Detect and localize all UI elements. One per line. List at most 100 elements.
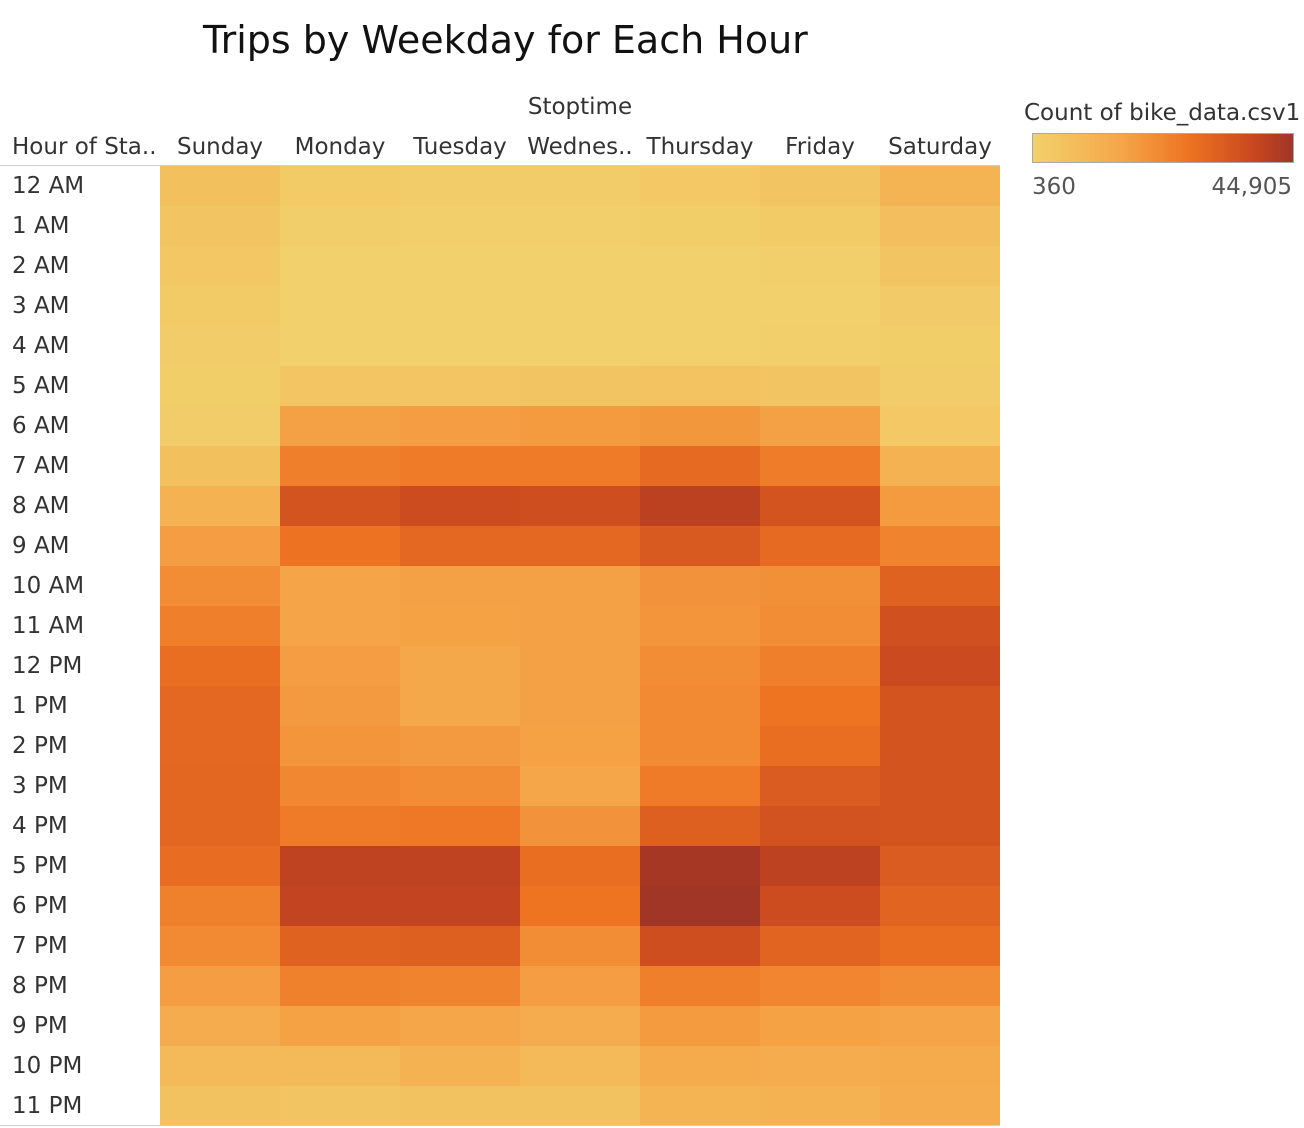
heatmap-cell — [880, 846, 1000, 886]
row-label: 2 PM — [12, 733, 68, 759]
heatmap-cell — [280, 486, 400, 526]
heatmap-cell — [280, 726, 400, 766]
row-field-label: Hour of Sta.. — [12, 134, 157, 160]
heatmap-cell — [520, 886, 640, 926]
heatmap-cell — [880, 286, 1000, 326]
heatmap-cell — [880, 1006, 1000, 1046]
heatmap-cell — [280, 1046, 400, 1086]
heatmap-cell — [280, 646, 400, 686]
heatmap-cell — [280, 886, 400, 926]
heatmap-cell — [280, 806, 400, 846]
heatmap-cell — [640, 406, 760, 446]
heatmap-cell — [280, 446, 400, 486]
heatmap-cell — [760, 606, 880, 646]
heatmap-cell — [520, 486, 640, 526]
heatmap-cell — [880, 606, 1000, 646]
heatmap-cell — [400, 1086, 520, 1126]
heatmap-cell — [640, 726, 760, 766]
heatmap-cell — [160, 1046, 280, 1086]
chart-title: Trips by Weekday for Each Hour — [203, 18, 808, 62]
row-label: 9 PM — [12, 1013, 68, 1039]
heatmap-cell — [280, 926, 400, 966]
heatmap-cell — [160, 326, 280, 366]
heatmap-cell — [160, 366, 280, 406]
heatmap-cell — [880, 646, 1000, 686]
heatmap-cell — [280, 366, 400, 406]
heatmap-cell — [160, 246, 280, 286]
heatmap-cell — [880, 726, 1000, 766]
heatmap-cell — [640, 246, 760, 286]
heatmap-cell — [520, 926, 640, 966]
row-label: 1 AM — [12, 213, 70, 239]
heatmap-cell — [400, 726, 520, 766]
row-label: 7 AM — [12, 453, 70, 479]
heatmap-cell — [880, 486, 1000, 526]
heatmap-cell — [520, 966, 640, 1006]
heatmap-cell — [280, 406, 400, 446]
row-label: 9 AM — [12, 533, 70, 559]
row-label: 5 AM — [12, 373, 70, 399]
heatmap-cell — [400, 566, 520, 606]
row-label: 4 AM — [12, 333, 70, 359]
heatmap-cell — [880, 966, 1000, 1006]
heatmap-cell — [520, 366, 640, 406]
heatmap-cell — [520, 526, 640, 566]
heatmap-cell — [640, 846, 760, 886]
heatmap-cell — [760, 966, 880, 1006]
heatmap-cell — [280, 166, 400, 206]
heatmap-cell — [400, 486, 520, 526]
heatmap-cell — [880, 246, 1000, 286]
heatmap-cell — [760, 246, 880, 286]
heatmap-cell — [520, 206, 640, 246]
color-legend-title: Count of bike_data.csv1 — [1024, 100, 1301, 126]
heatmap-cell — [760, 1046, 880, 1086]
heatmap-cell — [880, 366, 1000, 406]
heatmap-cell — [520, 446, 640, 486]
heatmap-cell — [880, 1046, 1000, 1086]
heatmap-cell — [640, 486, 760, 526]
heatmap-cell — [400, 1006, 520, 1046]
heatmap-cell — [520, 1086, 640, 1126]
heatmap-cell — [640, 206, 760, 246]
heatmap-cell — [520, 1006, 640, 1046]
heatmap-cell — [160, 1006, 280, 1046]
color-legend-min: 360 — [1032, 174, 1076, 200]
column-label: Sunday — [176, 134, 264, 160]
heatmap-cell — [640, 606, 760, 646]
heatmap-cell — [160, 286, 280, 326]
heatmap-cell — [520, 566, 640, 606]
heatmap-cell — [280, 766, 400, 806]
row-label: 8 AM — [12, 493, 70, 519]
heatmap-cell — [760, 286, 880, 326]
heatmap-cell — [280, 286, 400, 326]
heatmap-cell — [640, 686, 760, 726]
heatmap-cell — [280, 686, 400, 726]
heatmap-cell — [880, 406, 1000, 446]
row-label: 1 PM — [12, 693, 68, 719]
heatmap-cell — [520, 286, 640, 326]
heatmap-cell — [760, 806, 880, 846]
heatmap-cell — [160, 1086, 280, 1126]
heatmap-cell — [640, 526, 760, 566]
heatmap-cell — [400, 166, 520, 206]
heatmap-cell — [520, 246, 640, 286]
heatmap-cell — [640, 1046, 760, 1086]
row-label: 11 AM — [12, 613, 85, 639]
heatmap-cell — [640, 926, 760, 966]
heatmap-cell — [160, 726, 280, 766]
heatmap-cell — [640, 566, 760, 606]
heatmap-cell — [280, 246, 400, 286]
heatmap-cell — [160, 646, 280, 686]
heatmap-cell — [280, 326, 400, 366]
heatmap-cell — [160, 166, 280, 206]
heatmap-cell — [160, 526, 280, 566]
heatmap-cell — [640, 806, 760, 846]
row-label: 10 AM — [12, 573, 85, 599]
heatmap-cell — [880, 806, 1000, 846]
heatmap-cell — [520, 406, 640, 446]
row-label: 11 PM — [12, 1093, 83, 1119]
heatmap-cell — [280, 566, 400, 606]
heatmap-cell — [640, 886, 760, 926]
heatmap-cell — [520, 726, 640, 766]
heatmap-cell — [880, 166, 1000, 206]
